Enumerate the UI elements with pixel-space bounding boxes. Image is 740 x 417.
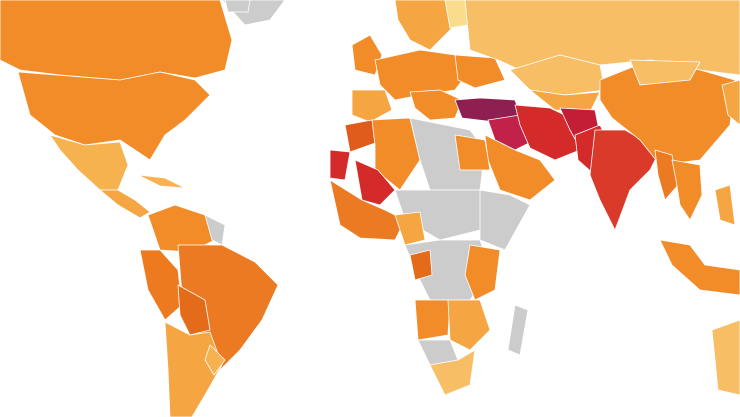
korea-japan	[721, 79, 740, 126]
congo	[409, 249, 433, 281]
italy-balkans	[409, 89, 463, 121]
madagascar	[507, 304, 529, 356]
caribbean	[137, 174, 186, 189]
philippines	[714, 184, 736, 226]
bolivia	[177, 284, 211, 336]
western-sahara	[329, 149, 351, 181]
uruguay	[204, 344, 226, 376]
east-africa	[464, 244, 501, 301]
central-asia	[529, 89, 601, 113]
central-america	[99, 189, 151, 219]
iran	[514, 104, 581, 161]
mongolia	[629, 59, 701, 86]
south-africa	[429, 349, 476, 396]
angola	[414, 299, 451, 341]
argentina-chile	[164, 321, 223, 417]
southern-africa	[447, 299, 491, 351]
indochina	[671, 159, 703, 221]
scandinavia	[394, 0, 461, 51]
iberia	[351, 89, 393, 123]
iceland	[224, 0, 251, 13]
horn	[479, 189, 531, 251]
arabia	[484, 134, 556, 201]
canada	[0, 0, 233, 81]
nigeria	[394, 211, 426, 246]
malaysia-indonesia	[659, 239, 740, 296]
mali	[354, 159, 396, 206]
ukraine	[454, 54, 506, 89]
united-states	[17, 71, 211, 161]
australia	[711, 319, 740, 396]
egypt	[454, 134, 491, 171]
